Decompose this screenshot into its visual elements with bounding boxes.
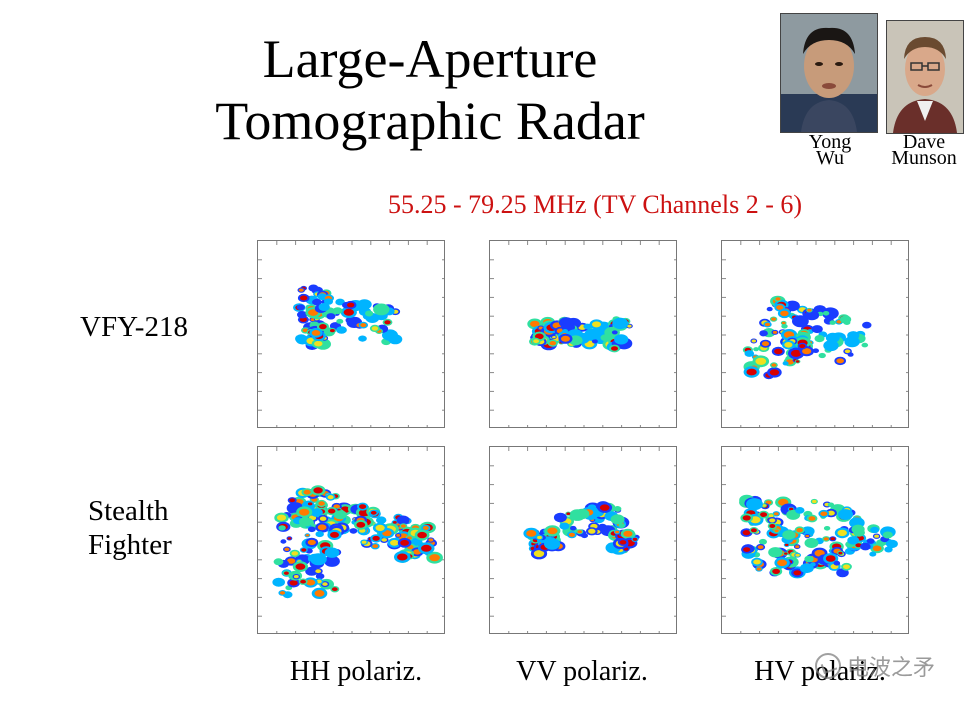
name-label-dave-munson: Dave Munson <box>876 131 972 169</box>
watermark: 电波之矛 <box>815 648 965 684</box>
wechat-icon <box>815 653 841 679</box>
title-line-2: Tomographic Radar <box>215 91 645 151</box>
row-label-line-2: Fighter <box>88 529 172 561</box>
last-name: Wu <box>815 147 845 169</box>
row-label-vfy-218: VFY-218 <box>80 310 188 344</box>
portrait-photo-yong-wu <box>780 13 878 133</box>
radar-image-stealth-hh <box>257 446 445 634</box>
radar-image-vfy218-hv <box>721 240 909 428</box>
slide-title: Large-Aperture Tomographic Radar <box>150 28 710 152</box>
row-label-line-1: VFY-218 <box>80 311 188 343</box>
radar-image-stealth-vv <box>489 446 677 634</box>
radar-image-vfy218-vv <box>489 240 677 428</box>
first-name: Dave <box>902 131 946 153</box>
row-label-line-1: Stealth <box>88 495 169 527</box>
title-line-1: Large-Aperture <box>262 29 598 89</box>
watermark-text: 电波之矛 <box>847 656 936 681</box>
first-name: Yong <box>808 131 852 153</box>
last-name: Munson <box>891 147 957 169</box>
name-label-yong-wu: Yong Wu <box>780 131 880 169</box>
radar-image-vfy218-hh <box>257 240 445 428</box>
row-label-stealth-fighter: Stealth Fighter <box>88 494 172 562</box>
column-label-hh: HH polariz. <box>289 656 423 687</box>
radar-image-stealth-hv <box>721 446 909 634</box>
column-label-vv: VV polariz. <box>516 656 648 687</box>
portrait-photo-dave-munson <box>886 20 964 134</box>
frequency-subtitle: 55.25 - 79.25 MHz (TV Channels 2 - 6) <box>387 190 803 219</box>
